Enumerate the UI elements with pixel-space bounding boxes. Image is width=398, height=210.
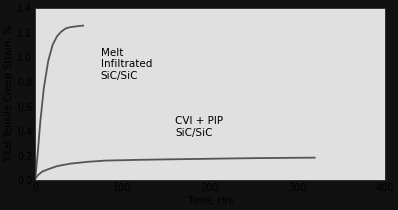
- Text: Melt
Infiltrated
SiC/SiC: Melt Infiltrated SiC/SiC: [101, 47, 152, 81]
- X-axis label: Time, Hrs: Time, Hrs: [187, 196, 233, 206]
- Y-axis label: Total Tensile Creep Strain, %: Total Tensile Creep Strain, %: [4, 25, 14, 163]
- Text: CVI + PIP
SiC/SiC: CVI + PIP SiC/SiC: [175, 116, 223, 138]
